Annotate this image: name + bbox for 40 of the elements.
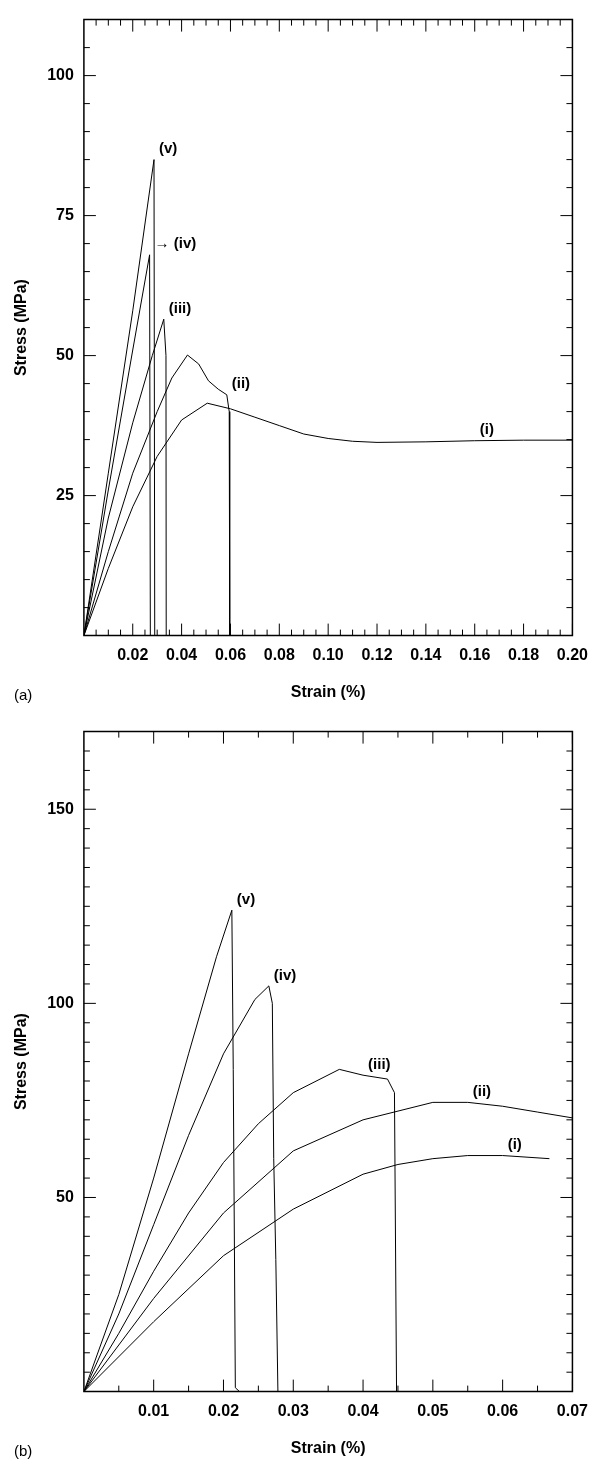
x-tick-label: 0.14 bbox=[410, 645, 442, 663]
y-tick-label: 75 bbox=[56, 206, 74, 224]
annotation: (i) bbox=[479, 420, 494, 438]
y-tick-label: 25 bbox=[56, 486, 74, 504]
y-tick-label: 150 bbox=[47, 799, 74, 817]
text: (b) bbox=[14, 1442, 33, 1460]
annotation: (i) bbox=[507, 1135, 522, 1153]
y-tick-label: 100 bbox=[47, 66, 74, 84]
y-tick-label: 100 bbox=[47, 993, 74, 1011]
annotation: (ii) bbox=[472, 1082, 492, 1100]
annotation: (v) bbox=[159, 139, 178, 157]
x-tick-label: 0.07 bbox=[556, 1401, 589, 1419]
x-tick-label: 0.12 bbox=[361, 645, 393, 663]
annotation: (iv) bbox=[273, 965, 297, 983]
x-tick-label: 0.01 bbox=[138, 1401, 170, 1419]
x-tick-label: 0.10 bbox=[312, 645, 344, 663]
annotation: (iii) bbox=[168, 298, 192, 316]
x-tick-label: 0.08 bbox=[263, 645, 295, 663]
y-axis-title: Stress (MPa) bbox=[12, 279, 30, 377]
x-tick-label: 0.03 bbox=[277, 1401, 309, 1419]
y-tick-label: 50 bbox=[56, 346, 74, 364]
x-tick-label: 0.02 bbox=[207, 1401, 240, 1419]
annotation: (iii) bbox=[368, 1054, 391, 1072]
annotation: (ii) bbox=[231, 374, 251, 392]
x-tick-label: 0.04 bbox=[347, 1401, 379, 1419]
x-tick-label: 0.06 bbox=[214, 645, 247, 663]
x-axis-title: Strain (%) bbox=[290, 682, 366, 700]
annotation: (v) bbox=[236, 889, 256, 907]
x-tick-label: 0.18 bbox=[508, 645, 540, 663]
x-tick-label: 0.06 bbox=[487, 1401, 519, 1419]
x-axis-title: Strain (%) bbox=[290, 1438, 366, 1456]
annotation: → (iv) bbox=[154, 234, 197, 252]
x-tick-label: 0.02 bbox=[117, 645, 149, 663]
x-tick-label: 0.05 bbox=[417, 1401, 449, 1419]
x-tick-label: 0.04 bbox=[166, 645, 198, 663]
text: (a) bbox=[14, 686, 33, 704]
y-tick-label: 50 bbox=[56, 1187, 74, 1205]
y-axis-title: Stress (MPa) bbox=[12, 1013, 30, 1111]
x-tick-label: 0.16 bbox=[459, 645, 491, 663]
x-tick-label: 0.20 bbox=[556, 645, 589, 663]
